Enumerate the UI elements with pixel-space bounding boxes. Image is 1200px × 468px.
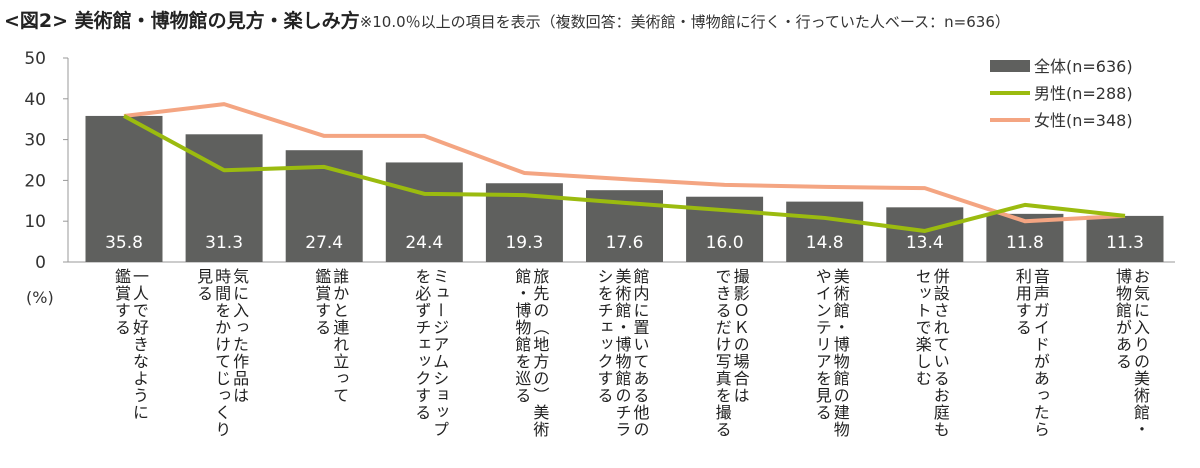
y-tick-label: 40 xyxy=(24,90,46,110)
bar xyxy=(385,162,463,262)
legend-label: 女性(n=348) xyxy=(1034,111,1133,130)
legend-swatch xyxy=(990,60,1030,72)
category-label: 一人で好きなように 鑑賞する xyxy=(112,268,149,421)
title-note: ※10.0％以上の項目を表示（複数回答：美術館・博物館に行く・行っていた人ベース… xyxy=(359,13,1010,31)
bar-value-label: 27.4 xyxy=(305,233,343,253)
category-label: 誰かと連れ立って 鑑賞する xyxy=(312,268,350,404)
y-tick-label: 20 xyxy=(24,171,46,191)
y-axis-unit: (%) xyxy=(26,288,54,307)
y-tick-label: 50 xyxy=(24,49,46,69)
title-main: <図2> 美術館・博物館の見方・楽しみ方 xyxy=(4,10,360,32)
series-line xyxy=(123,102,1126,224)
bar-value-label: 31.3 xyxy=(205,233,243,253)
category-label: 併設されているお庭も セットで楽しむ xyxy=(912,268,950,438)
bar-value-label: 35.8 xyxy=(105,233,143,253)
legend-label: 男性(n=288) xyxy=(1034,84,1133,103)
bar-value-label: 11.8 xyxy=(1006,233,1044,253)
legend-label: 全体(n=636) xyxy=(1034,57,1133,76)
y-tick-label: 10 xyxy=(24,212,46,232)
category-label: 撮影ＯＫの場合は できるだけ写真を撮る xyxy=(712,268,750,438)
category-label: 気に入った作品は 時間をかけてじっくり 見る xyxy=(194,268,250,438)
y-tick-label: 0 xyxy=(35,253,46,273)
bar-value-label: 11.3 xyxy=(1106,233,1144,253)
category-label: お気に入りの美術館・ 博物館がある xyxy=(1113,268,1150,438)
category-label: ミュージアムショップ を必ずチェックする xyxy=(412,268,450,438)
bar-value-label: 16.0 xyxy=(706,233,744,253)
category-label: 旅先の（地方の）美術 館・博物館を巡る xyxy=(512,268,550,438)
bar xyxy=(85,115,163,262)
category-label: 音声ガイドがあったら 利用する xyxy=(1012,268,1050,438)
bar xyxy=(786,201,864,262)
bar-value-label: 13.4 xyxy=(906,233,944,253)
bar-value-label: 19.3 xyxy=(505,233,543,253)
bar xyxy=(886,207,964,262)
bar-value-label: 24.4 xyxy=(405,233,443,253)
series-line xyxy=(123,114,1126,233)
chart-title: <図2> 美術館・博物館の見方・楽しみ方※10.0％以上の項目を表示（複数回答：… xyxy=(4,6,1010,33)
y-tick-label: 30 xyxy=(24,131,46,151)
bar-value-label: 14.8 xyxy=(806,233,844,253)
category-label: 美術館・博物館の建物 やインテリアを見る xyxy=(812,268,850,438)
bar xyxy=(1086,215,1164,262)
bar-value-label: 17.6 xyxy=(606,233,644,253)
category-label: 館内に置いてある他の 美術館・博物館のチラ シをチェックする xyxy=(594,268,650,438)
